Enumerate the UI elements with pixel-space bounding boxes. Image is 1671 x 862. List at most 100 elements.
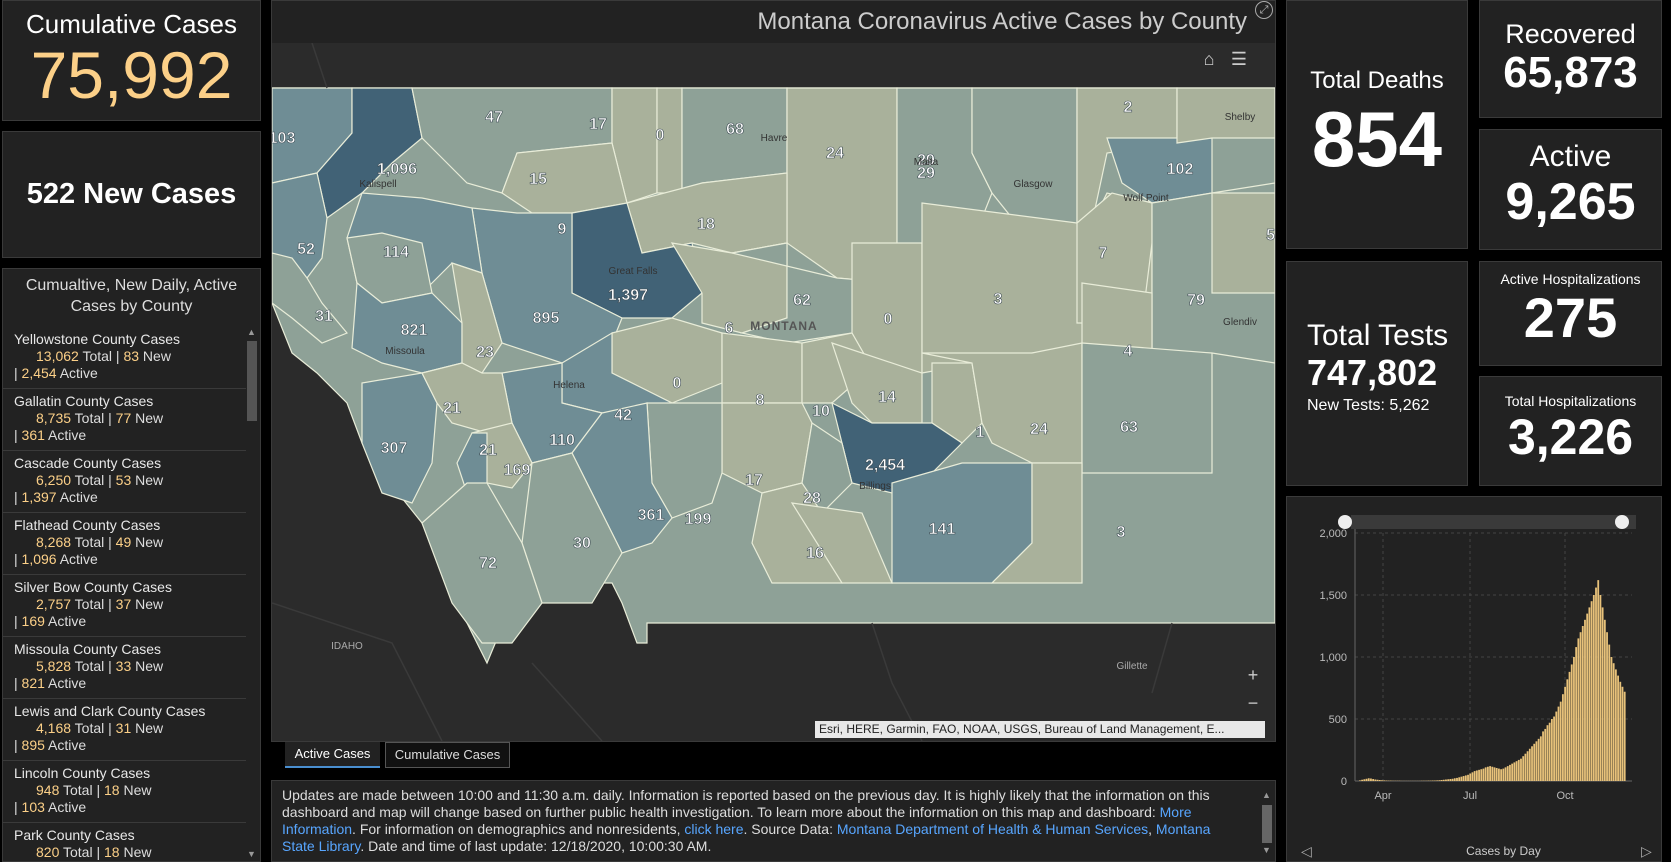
county-active-value: 1,096 [21, 551, 57, 567]
county-new-value: 53 [115, 472, 132, 488]
county-list-item[interactable]: Silver Bow County Cases 2,757 Total | 37 … [3, 575, 246, 637]
county-13[interactable] [1176, 87, 1275, 144]
county-active-sep: | [14, 737, 22, 753]
bar [1612, 663, 1615, 781]
bar [1522, 756, 1525, 781]
bar [1531, 746, 1533, 781]
recovered-card: Recovered 65,873 [1479, 0, 1662, 118]
note-scroll-down-icon[interactable]: ▼ [1262, 845, 1271, 855]
scroll-left-icon[interactable]: ◁ [1301, 843, 1312, 859]
county-54[interactable] [790, 502, 893, 584]
county-total-word: Total | [59, 782, 104, 798]
scroll-right-icon[interactable]: ▷ [1641, 843, 1652, 859]
county-list-item[interactable]: Lewis and Clark County Cases 4,168 Total … [3, 699, 246, 761]
county-map[interactable]: 1034717068242921,09615291025211491856731… [272, 42, 1275, 741]
bar [1489, 766, 1491, 781]
bar [1603, 619, 1606, 781]
county-active-value: 361 [21, 427, 45, 443]
county-14[interactable] [501, 142, 628, 214]
place-label: IDAHO [331, 641, 363, 652]
county-value-label: 52 [297, 241, 315, 258]
legend-list-icon[interactable]: ☰ [1225, 45, 1253, 73]
scroll-up-icon[interactable]: ▲ [247, 327, 256, 337]
note-text-5: . Date and time of last update: 12/18/20… [360, 838, 712, 854]
county-total-new: 13,062 Total | 83 New [14, 348, 246, 365]
map-canvas[interactable]: 1034717068242921,09615291025211491856731… [272, 42, 1275, 741]
tab-active-cases[interactable]: Active Cases [285, 742, 380, 768]
bar [1586, 613, 1589, 781]
cases-by-day-chart[interactable]: 2,000 1,500 1,000 500 0 Apr Jul Oct Cases by Day… [1287, 497, 1661, 861]
scroll-down-icon[interactable]: ▼ [247, 849, 256, 859]
county-list-scrollbar[interactable]: ▲ ▼ [246, 327, 258, 859]
county-value-label: 0 [656, 127, 665, 144]
bar [1546, 725, 1549, 781]
county-value-label: 17 [589, 116, 607, 133]
county-list-item[interactable]: Yellowstone County Cases 13,062 Total | 8… [3, 327, 246, 389]
click-here-link[interactable]: click here [684, 821, 744, 837]
county-value-label: 21 [479, 442, 497, 459]
zoom-out-button[interactable]: − [1239, 689, 1267, 717]
bar [1621, 686, 1624, 781]
note-scrollbar[interactable]: ▲ ▼ [1261, 787, 1273, 859]
county-total-word: Total | [78, 348, 124, 364]
county-50[interactable] [990, 462, 1083, 584]
range-slider-left-handle[interactable] [1338, 515, 1352, 529]
note-text-2: . For information on demographics and no… [352, 821, 685, 837]
note-scroll-up-icon[interactable]: ▲ [1262, 790, 1271, 800]
county-new-word: New [139, 348, 171, 364]
maximize-icon[interactable]: ⤢ [1255, 1, 1273, 19]
note-scroll-thumb[interactable] [1262, 805, 1272, 843]
tab-cumulative-cases[interactable]: Cumulative Cases [385, 742, 510, 768]
county-5[interactable] [611, 87, 658, 204]
total-deaths-card: Total Deaths 854 [1286, 0, 1468, 249]
county-new-value: 33 [115, 658, 132, 674]
county-value-label: 102 [1167, 161, 1194, 178]
county-name: Park County Cases [14, 827, 135, 843]
county-list-item[interactable]: Gallatin County Cases 8,735 Total | 77 Ne… [3, 389, 246, 451]
zoom-in-button[interactable]: + [1239, 661, 1267, 689]
county-list-item[interactable]: Lincoln County Cases 948 Total | 18 New | … [3, 761, 246, 823]
county-list-item[interactable]: Flathead County Cases 8,268 Total | 49 Ne… [3, 513, 246, 575]
bar [1378, 780, 1381, 781]
x-tick-label: Oct [1556, 790, 1573, 802]
total-hospitalizations-card: Total Hospitalizations 3,226 [1479, 376, 1662, 486]
county-list-item[interactable]: Missoula County Cases 5,828 Total | 33 Ne… [3, 637, 246, 699]
bar [1442, 779, 1445, 781]
bar [1374, 779, 1377, 781]
bar [1361, 779, 1364, 781]
county-active: | 1,397 Active [14, 489, 246, 506]
county-value-label: 8 [756, 392, 765, 409]
county-total-word: Total | [71, 534, 116, 550]
bar [1381, 780, 1383, 781]
mt-state-library-link[interactable]: Montana State Library [282, 821, 1211, 854]
county-45[interactable] [721, 402, 813, 494]
county-value-label: 16 [806, 545, 824, 562]
bar [1588, 607, 1591, 781]
county-list-item[interactable]: Park County Cases 820 Total | 18 New [3, 823, 246, 861]
county-list-item[interactable]: Cascade County Cases 6,250 Total | 53 New… [3, 451, 246, 513]
county-36[interactable] [931, 362, 983, 444]
road-line [1151, 622, 1173, 694]
county-value-label: 63 [1120, 419, 1138, 436]
county-29[interactable] [1211, 192, 1275, 294]
bar [1573, 657, 1575, 781]
county-30[interactable] [1081, 282, 1153, 354]
home-icon[interactable]: ⌂ [1195, 45, 1223, 73]
county-total-value: 5,828 [36, 658, 72, 674]
bar [1453, 778, 1456, 781]
total-tests-value: 747,802 [1307, 352, 1438, 393]
x-axis-label: Cases by Day [1466, 844, 1541, 858]
range-slider-right-handle[interactable] [1615, 515, 1629, 529]
place-label: Kalispell [359, 179, 396, 190]
county-38[interactable] [1081, 342, 1213, 474]
place-label: Glasgow [1014, 179, 1054, 190]
scroll-thumb[interactable] [247, 341, 257, 421]
county-53[interactable] [421, 482, 543, 644]
bar [1495, 767, 1498, 781]
county-new-word: New [119, 844, 152, 860]
mt-dphhs-link[interactable]: Montana Department of Health & Human Ser… [836, 821, 1149, 837]
bar [1619, 681, 1622, 781]
bar [1535, 741, 1538, 781]
more-information-link[interactable]: More Information [282, 804, 1192, 837]
county-20[interactable] [272, 252, 348, 344]
